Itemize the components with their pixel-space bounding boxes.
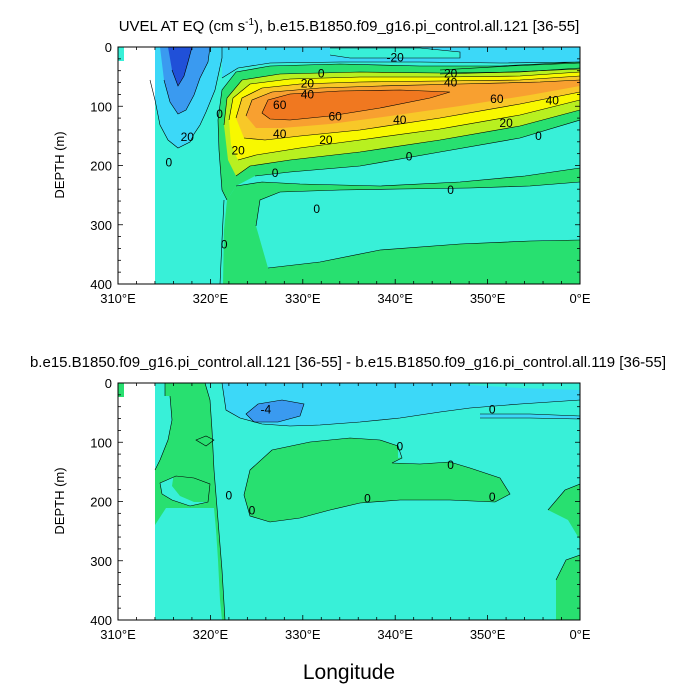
- bottom-contour-label: 0: [447, 458, 454, 472]
- bottom-contour-labels: -4 0 0 0 0 0 0 0: [226, 403, 496, 518]
- bottom-x-tick-label: 350°E: [470, 627, 506, 642]
- bottom-x-tick-labels: 310°E 320°E 330°E 340°E 350°E 0°E: [100, 627, 591, 642]
- top-fill-surface-patch: [330, 48, 460, 58]
- bottom-contour-lines: [154, 383, 580, 620]
- top-contour-label: 40: [273, 127, 287, 141]
- top-y-tick-label: 300: [90, 218, 112, 233]
- bottom-contour-label: 0: [489, 490, 496, 504]
- bottom-fill-negative-core: [246, 400, 304, 422]
- bottom-panel-title: b.e15.B1850.f09_g16.pi_control.all.121 […: [30, 354, 666, 371]
- bottom-fill-central-notch: [398, 446, 412, 458]
- top-contour-label: 0: [165, 156, 172, 170]
- top-x-tick-label: 320°E: [193, 291, 229, 306]
- top-x-tick-label: 310°E: [100, 291, 136, 306]
- bottom-land-mask: [118, 383, 155, 620]
- top-contour-label: 60: [328, 109, 342, 123]
- top-contour-label: 0: [535, 129, 542, 143]
- x-axis-label: Longitude: [303, 661, 395, 684]
- top-contour-label: 0: [216, 107, 223, 121]
- top-x-tick-label: 0°E: [569, 291, 590, 306]
- top-fill-neg-core: [168, 47, 192, 86]
- bottom-panel: b.e15.B1850.f09_g16.pi_control.all.121 […: [30, 354, 666, 684]
- bottom-contour-field: [118, 383, 580, 620]
- top-y-tick-label: 100: [90, 99, 112, 114]
- top-contour-label: 0: [318, 67, 325, 81]
- top-contour-label: 20: [499, 116, 513, 130]
- top-contour-label: 60: [490, 92, 504, 106]
- top-y-tick-label: 0: [105, 40, 112, 55]
- bottom-fill-right-deep: [556, 555, 580, 620]
- top-contour-label: 0: [406, 150, 413, 164]
- bottom-y-tick-labels: 0 100 200 300 400: [90, 376, 112, 628]
- top-fill-jet-core: [262, 90, 450, 120]
- bottom-fill-coastal-cyan-c: [155, 508, 222, 620]
- top-land-shelf: [118, 47, 124, 61]
- bottom-fill-central-positive: [244, 438, 510, 522]
- bottom-land-shelf: [118, 383, 124, 397]
- top-y-tick-label: 400: [90, 277, 112, 292]
- top-panel: UVEL AT EQ (cm s-1), b.e15.B1850.f09_g16…: [52, 17, 591, 306]
- bottom-fill-negative-surface: [222, 383, 580, 426]
- top-x-tick-label: 330°E: [285, 291, 321, 306]
- bottom-fill-coastal-cyan-a: [155, 396, 172, 470]
- bottom-y-axis-label: DEPTH (m): [52, 467, 67, 534]
- top-contour-field: [118, 47, 580, 284]
- top-x-tick-label: 340°E: [377, 291, 413, 306]
- top-contour-label: -20: [387, 51, 405, 65]
- top-contour-label: 0: [221, 237, 228, 251]
- bottom-contour-label: 0: [249, 503, 256, 517]
- top-contour-lines: [149, 47, 580, 284]
- top-contour-label: 0: [313, 202, 320, 216]
- bottom-x-tick-label: 0°E: [569, 627, 590, 642]
- top-ticks: [117, 46, 581, 285]
- bottom-y-tick-label: 200: [90, 495, 112, 510]
- top-contour-label: 0: [447, 183, 454, 197]
- bottom-x-tick-label: 310°E: [100, 627, 136, 642]
- bottom-x-tick-label: 330°E: [285, 627, 321, 642]
- bottom-contour-label: 0: [489, 403, 496, 417]
- top-contour-label: 40: [546, 93, 560, 107]
- top-x-tick-label: 350°E: [470, 291, 506, 306]
- bottom-x-tick-label: 320°E: [193, 627, 229, 642]
- bottom-y-tick-label: 300: [90, 554, 112, 569]
- top-contour-label: 0: [272, 166, 279, 180]
- top-contour-label: 60: [273, 98, 287, 112]
- top-fill-surface-green: [440, 63, 580, 74]
- bottom-y-tick-label: 100: [90, 435, 112, 450]
- bottom-contour-label: 0: [396, 439, 403, 453]
- top-contour-label: 40: [301, 87, 315, 101]
- top-land-mask: [118, 47, 155, 284]
- top-contour-label: 20: [301, 77, 315, 91]
- bottom-fill-coastal-green-b: [172, 466, 210, 502]
- bottom-x-tick-label: 340°E: [377, 627, 413, 642]
- top-contour-label: 20: [231, 144, 245, 158]
- top-fill-cyan-tongue: [256, 182, 580, 268]
- top-contour-label: 40: [393, 113, 407, 127]
- top-x-tick-labels: 310°E 320°E 330°E 340°E 350°E 0°E: [100, 291, 591, 306]
- bottom-ticks: [117, 382, 581, 621]
- bottom-y-tick-label: 400: [90, 613, 112, 628]
- top-contour-label: 20: [181, 130, 195, 144]
- bottom-contour-label: 0: [226, 489, 233, 503]
- top-y-axis-label: DEPTH (m): [52, 131, 67, 198]
- bottom-contour-label: -4: [261, 403, 272, 417]
- top-y-tick-label: 200: [90, 159, 112, 174]
- top-contour-label: 20: [444, 67, 458, 81]
- top-contour-label: 40: [444, 76, 458, 90]
- top-contour-label: 20: [319, 133, 333, 147]
- top-panel-title: UVEL AT EQ (cm s-1), b.e15.B1850.f09_g16…: [119, 17, 580, 35]
- bottom-y-tick-label: 0: [105, 376, 112, 391]
- top-fill-surface-west: [222, 47, 580, 78]
- bottom-contour-label: 0: [364, 492, 371, 506]
- top-y-tick-labels: 0 100 200 300 400: [90, 40, 112, 292]
